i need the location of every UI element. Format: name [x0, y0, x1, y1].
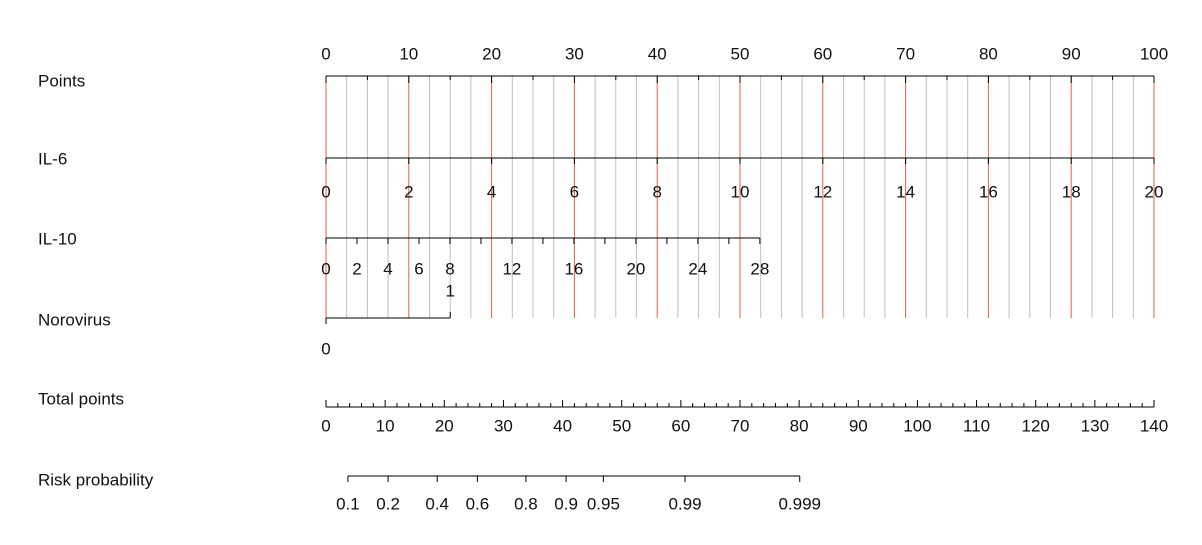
- tick-label: 70: [731, 416, 750, 435]
- tick-label: 0: [321, 416, 330, 435]
- tick-label: 10: [399, 44, 418, 63]
- tick-label: 20: [626, 259, 645, 278]
- tick-label: 130: [1081, 416, 1109, 435]
- tick-label: 80: [979, 44, 998, 63]
- tick-label: 20: [482, 44, 501, 63]
- tick-label: 60: [813, 44, 832, 63]
- row-label: Total points: [38, 389, 124, 408]
- tick-label: 1: [445, 281, 454, 300]
- tick-label: 16: [564, 259, 583, 278]
- tick-label: 2: [352, 259, 361, 278]
- tick-label: 0.95: [587, 494, 620, 513]
- tick-label: 10: [376, 416, 395, 435]
- row-label: IL-10: [38, 229, 77, 248]
- tick-label: 120: [1022, 416, 1050, 435]
- tick-label: 40: [648, 44, 667, 63]
- tick-label: 4: [383, 259, 392, 278]
- tick-label: 0: [321, 44, 330, 63]
- tick-label: 0.2: [376, 494, 400, 513]
- row-label: Points: [38, 71, 85, 90]
- tick-label: 100: [1140, 44, 1168, 63]
- tick-label: 8: [652, 182, 661, 201]
- tick-label: 50: [612, 416, 631, 435]
- tick-label: 30: [565, 44, 584, 63]
- tick-label: 0.99: [668, 494, 701, 513]
- tick-label: 6: [414, 259, 423, 278]
- tick-label: 0.999: [778, 494, 821, 513]
- tick-label: 12: [502, 259, 521, 278]
- tick-label: 40: [553, 416, 572, 435]
- row-label: Risk probability: [38, 470, 154, 489]
- tick-label: 14: [896, 182, 915, 201]
- row-label: IL-6: [38, 149, 67, 168]
- tick-label: 0.8: [514, 494, 538, 513]
- tick-label: 140: [1140, 416, 1168, 435]
- tick-label: 2: [404, 182, 413, 201]
- tick-label: 90: [1062, 44, 1081, 63]
- row-label: Norovirus: [38, 310, 111, 329]
- tick-label: 12: [813, 182, 832, 201]
- tick-label: 100: [903, 416, 931, 435]
- tick-label: 24: [688, 259, 707, 278]
- tick-label: 6: [570, 182, 579, 201]
- tick-label: 0.6: [466, 494, 490, 513]
- tick-label: 0: [321, 182, 330, 201]
- tick-label: 4: [487, 182, 496, 201]
- tick-label: 20: [1145, 182, 1164, 201]
- tick-label: 0.4: [425, 494, 449, 513]
- tick-label: 28: [750, 259, 769, 278]
- tick-label: 30: [494, 416, 513, 435]
- tick-label: 90: [849, 416, 868, 435]
- tick-label: 110: [963, 416, 990, 435]
- tick-label: 0.1: [336, 494, 360, 513]
- tick-label: 10: [731, 182, 750, 201]
- tick-label: 0.9: [554, 494, 578, 513]
- tick-label: 80: [790, 416, 809, 435]
- tick-label: 8: [445, 259, 454, 278]
- tick-label: 18: [1062, 182, 1081, 201]
- tick-label: 60: [671, 416, 690, 435]
- tick-label: 20: [435, 416, 454, 435]
- tick-label: 70: [896, 44, 915, 63]
- tick-label: 16: [979, 182, 998, 201]
- tick-label: 50: [731, 44, 750, 63]
- tick-label: 0: [321, 259, 330, 278]
- tick-label: 0: [321, 339, 330, 358]
